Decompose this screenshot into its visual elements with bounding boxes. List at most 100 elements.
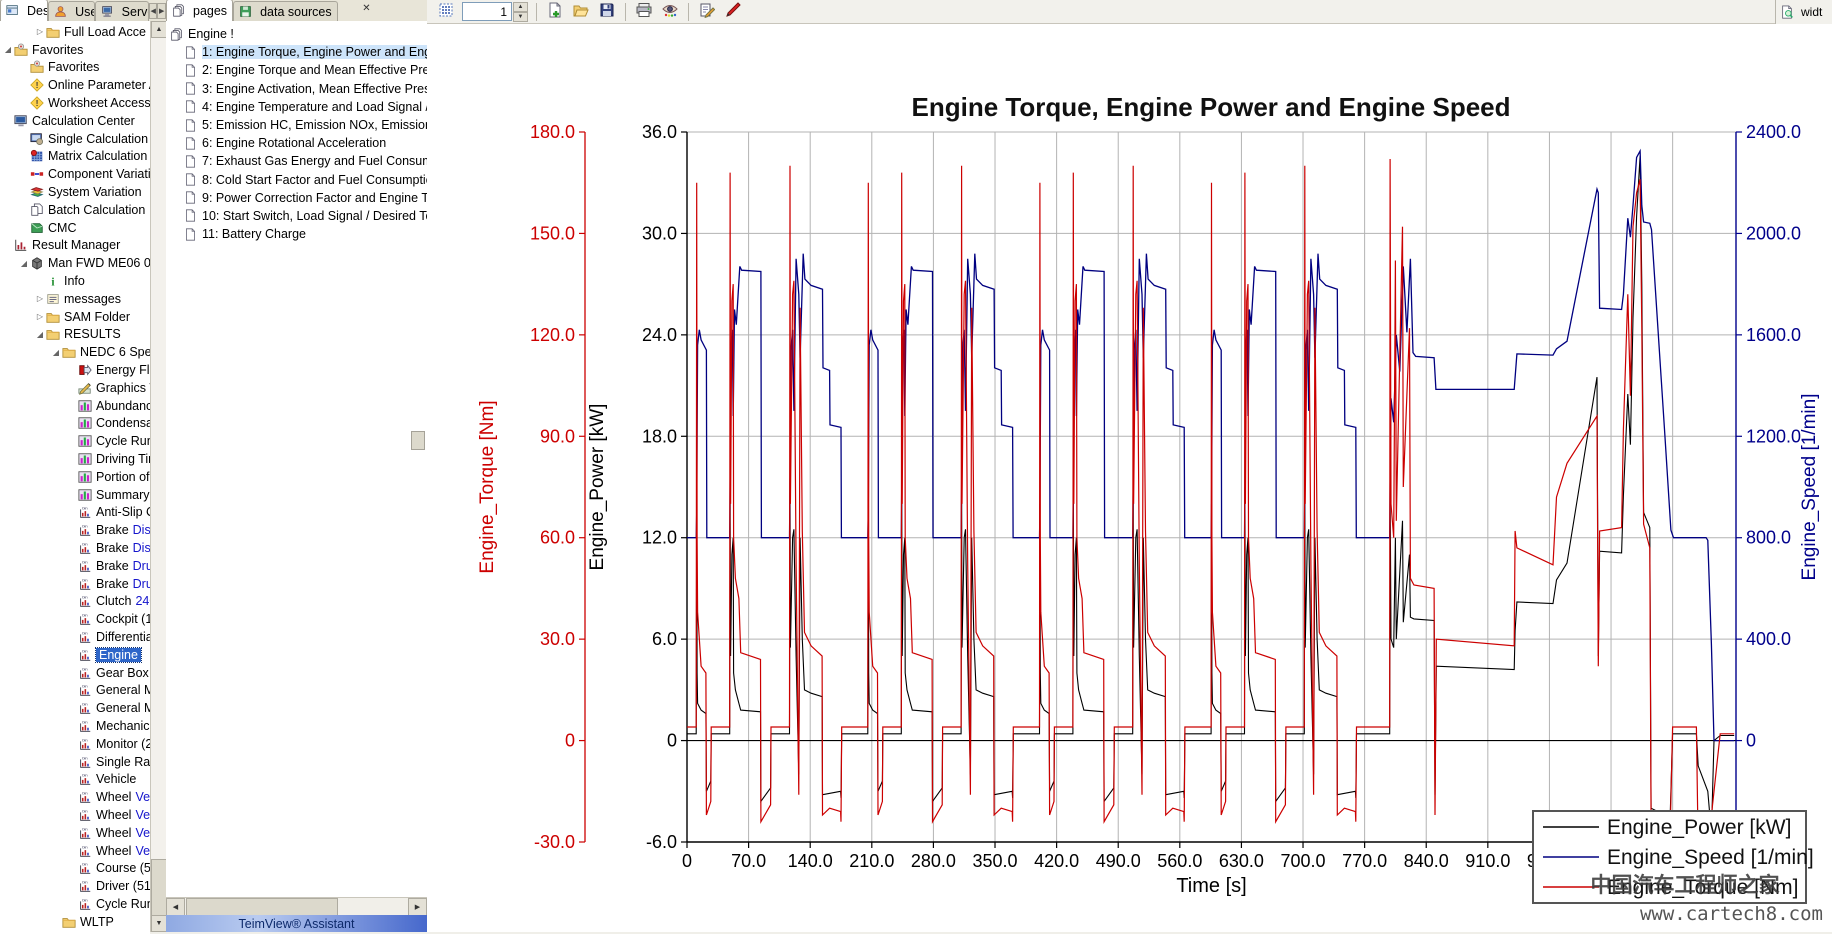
tree-item-favorites[interactable]: Favorites: [0, 59, 150, 77]
tree-item-brake[interactable]: binBrakeDrum Br: [0, 575, 150, 593]
expander-icon[interactable]: ◢: [2, 45, 14, 54]
tree-item-condensation[interactable]: Condensation: [0, 415, 150, 433]
workspace-tab-desk[interactable]: Desk: [0, 0, 48, 21]
tree-item-matrix-calculation[interactable]: Matrix Calculation: [0, 148, 150, 166]
pages-hscrollbar[interactable]: ◀ ▶: [166, 897, 427, 915]
scroll-thumb[interactable]: [151, 859, 167, 917]
toolbar-palette-eye-button[interactable]: [657, 0, 683, 23]
expander-icon[interactable]: ◢: [50, 348, 62, 357]
expander-icon[interactable]: ◢: [34, 330, 46, 339]
tree-item-driving-time-d[interactable]: Driving Time D: [0, 450, 150, 468]
page-item-4[interactable]: 4: Engine Temperature and Load Signal / …: [166, 98, 427, 116]
tree-item-brake[interactable]: binBrakeDrum Br: [0, 557, 150, 575]
tree-item-portion-of-fue[interactable]: Portion of Fue: [0, 468, 150, 486]
page-item-6[interactable]: 6: Engine Rotational Acceleration: [166, 134, 427, 152]
scroll-right-icon[interactable]: ▶: [408, 898, 427, 916]
pages-tab-pages[interactable]: pages: [166, 0, 233, 21]
scroll-left-icon[interactable]: ◀: [166, 898, 185, 916]
scroll-down-icon[interactable]: ▼: [151, 915, 167, 932]
tree-item-results[interactable]: ◢RESULTS: [0, 326, 150, 344]
page-item-11[interactable]: 11: Battery Charge: [166, 225, 427, 243]
tree-item-online-parameter-acc[interactable]: !Online Parameter Acc: [0, 76, 150, 94]
workspace-tab-user[interactable]: User: [48, 1, 95, 21]
tree-item-wheel[interactable]: binWheelVehicle: [0, 842, 150, 860]
tree-item-calculation-center[interactable]: Calculation Center: [0, 112, 150, 130]
tree-item-brake[interactable]: binBrakeDisc Bra: [0, 521, 150, 539]
toolbar-grid-dots-button[interactable]: [433, 0, 459, 23]
assistant-bar[interactable]: TeimView® Assistant: [166, 915, 427, 932]
expander-icon[interactable]: ◢: [18, 259, 30, 268]
tree-item-man-fwd-me06-01me-xf[interactable]: ◢Man FWD ME06 01me xf: [0, 254, 150, 272]
toolbar-marker-pen-button[interactable]: [720, 0, 746, 23]
spinner-down-icon[interactable]: ▼: [513, 12, 528, 22]
tree-item-graphics-work[interactable]: Graphics Work: [0, 379, 150, 397]
tree-item-mechanical-co[interactable]: binMechanical Co: [0, 717, 150, 735]
tree-item-brake[interactable]: binBrakeDisc Bra: [0, 539, 150, 557]
tree-item-result-manager[interactable]: Result Manager: [0, 237, 150, 255]
toolbar-save-button[interactable]: [594, 0, 620, 23]
tree-item-wheel[interactable]: binWheelVehicle: [0, 824, 150, 842]
page-item-9[interactable]: 9: Power Correction Factor and Engine To…: [166, 189, 427, 207]
tree-item-clutch[interactable]: binClutch240 dia: [0, 593, 150, 611]
pages-scroll-thumb[interactable]: [411, 431, 425, 450]
page-item-7[interactable]: 7: Exhaust Gas Energy and Fuel Consumpt: [166, 152, 427, 170]
navigator-scrollbar[interactable]: ▲ ▼: [150, 21, 166, 932]
tree-item-full-load-acce[interactable]: ▷Full Load Acce: [0, 23, 150, 41]
page-item-1[interactable]: 1: Engine Torque, Engine Power and Engin: [166, 43, 427, 61]
tree-item-nedc-6-speed[interactable]: ◢NEDC 6 Speed: [0, 343, 150, 361]
tab-scroll-left-icon[interactable]: ◀: [149, 3, 158, 19]
tree-item-component-variation[interactable]: Component Variation: [0, 165, 150, 183]
close-icon[interactable]: ✕: [360, 3, 373, 14]
expander-icon[interactable]: ▷: [34, 294, 46, 303]
page-item-10[interactable]: 10: Start Switch, Load Signal / Desired …: [166, 207, 427, 225]
pages-tab-data-sources[interactable]: data sources: [233, 1, 338, 21]
tree-item-single-calculation[interactable]: Single Calculation: [0, 130, 150, 148]
tree-item-batch-calculation[interactable]: Batch Calculation: [0, 201, 150, 219]
toolbar-doc-edit-button[interactable]: [694, 0, 720, 23]
tree-item-wheel[interactable]: binWheelVehicle: [0, 806, 150, 824]
tree-item-favorites[interactable]: ◢Favorites: [0, 41, 150, 59]
pages-root[interactable]: Engine !: [166, 25, 427, 43]
page-item-5[interactable]: 5: Emission HC, Emission NOx, Emission C…: [166, 116, 427, 134]
tree-item-system-variation[interactable]: System Variation: [0, 183, 150, 201]
tree-item-wltp[interactable]: WLTP: [0, 913, 150, 931]
spinner-up-icon[interactable]: ▲: [513, 2, 528, 12]
tree-item-abundance-21[interactable]: Abundance 21: [0, 397, 150, 415]
expander-icon[interactable]: ▷: [34, 312, 46, 321]
tab-scroll-right-icon[interactable]: ▶: [157, 3, 166, 19]
page-item-2[interactable]: 2: Engine Torque and Mean Effective Pres: [166, 61, 427, 79]
workspace-tab-server[interactable]: Server: [95, 1, 149, 21]
toolbar-page-add-button[interactable]: [542, 0, 568, 23]
tree-item-cmc[interactable]: CMC: [0, 219, 150, 237]
page-item-8[interactable]: 8: Cold Start Factor and Fuel Consumptio…: [166, 171, 427, 189]
tree-item-energy-flow-g[interactable]: Energy Flow G: [0, 361, 150, 379]
tree-item-cycle-run-21[interactable]: Cycle Run 21:: [0, 432, 150, 450]
toolbar-folder-open-button[interactable]: [568, 0, 594, 23]
hscroll-thumb[interactable]: [186, 898, 338, 916]
tree-item-sam-folder[interactable]: ▷SAM Folder: [0, 308, 150, 326]
scroll-up-icon[interactable]: ▲: [151, 21, 167, 38]
expander-icon[interactable]: ▷: [34, 27, 46, 36]
page-item-3[interactable]: 3: Engine Activation, Mean Effective Pre…: [166, 80, 427, 98]
toolbar-print-button[interactable]: [631, 0, 657, 23]
page-number-spinner[interactable]: 1 ▲▼: [462, 2, 528, 22]
tree-item-wheel[interactable]: binWheelVehicle: [0, 788, 150, 806]
tree-item-summary-21-1[interactable]: Summary 21:1: [0, 486, 150, 504]
tree-item-worksheet-access[interactable]: !Worksheet Access: [0, 94, 150, 112]
page-number-value[interactable]: 1: [462, 2, 512, 21]
tree-item-messages[interactable]: ▷messages: [0, 290, 150, 308]
